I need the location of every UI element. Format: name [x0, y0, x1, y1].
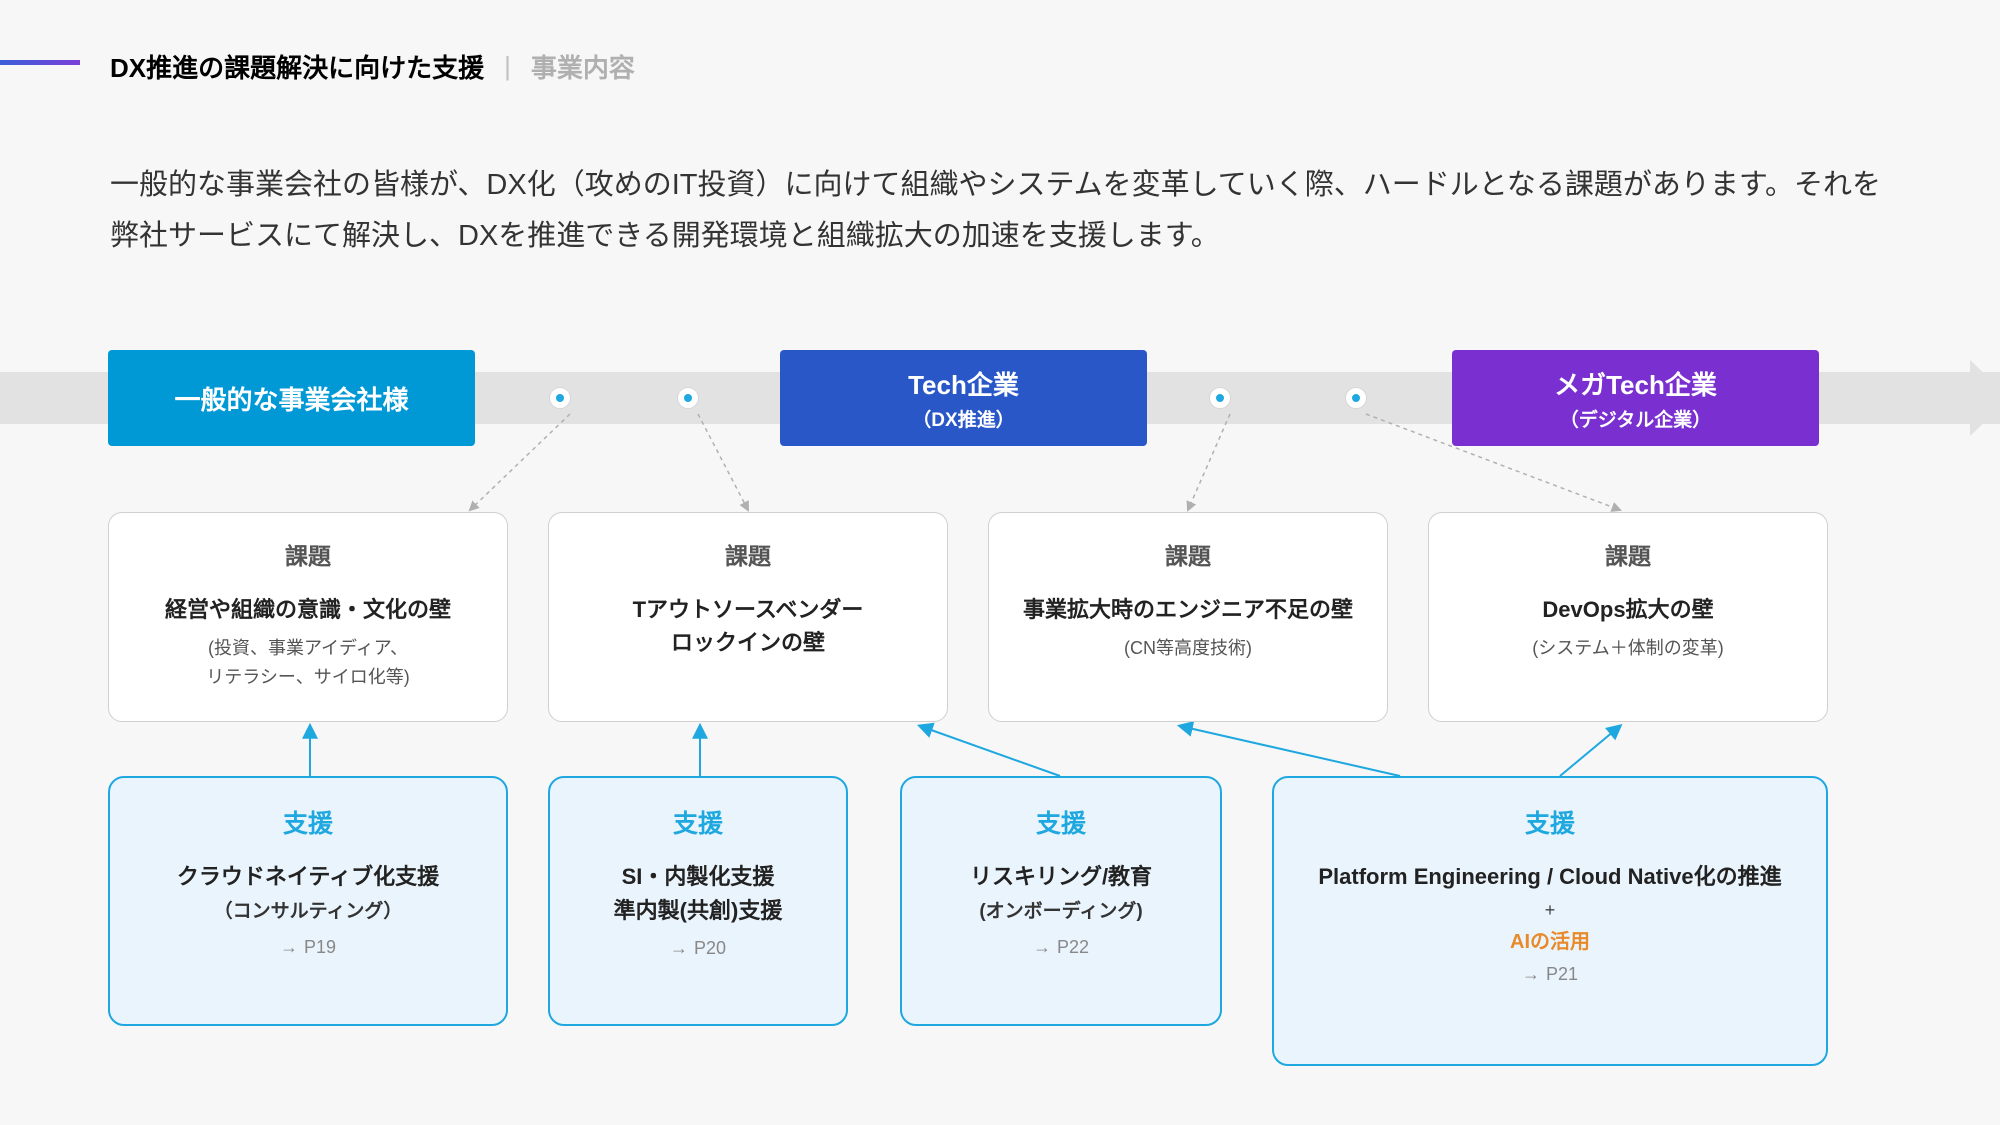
support-box-cloud-native: 支援 クラウドネイティブ化支援 （コンサルティング） →P19: [108, 776, 508, 1026]
issue-main: 事業拡大時のエンジニア不足の壁: [1023, 593, 1353, 626]
timeline-dot: [1210, 388, 1230, 408]
issue-main: DevOps拡大の壁: [1542, 593, 1713, 626]
support-detail: （コンサルティング）: [214, 898, 403, 927]
issue-box-lockin: 課題 Tアウトソースベンダー ロックインの壁: [548, 512, 948, 722]
timeline-dot: [678, 388, 698, 408]
issue-label: 課題: [725, 537, 771, 571]
intro-text: 一般的な事業会社の皆様が、DX化（攻めのIT投資）に向けて組織やシステムを変革し…: [110, 160, 1890, 262]
arrow-right-icon: →: [1522, 964, 1540, 984]
issue-box-culture: 課題 経営や組織の意識・文化の壁 (投資、事業アイディア、 リテラシー、サイロ化…: [108, 512, 508, 722]
issue-box-engineer-shortage: 課題 事業拡大時のエンジニア不足の壁 (CN等高度技術): [988, 512, 1388, 722]
issue-label: 課題: [1165, 537, 1211, 571]
timeline-dot: [550, 388, 570, 408]
stage-title: Tech企業: [908, 365, 1019, 402]
support-highlight: AIの活用: [1510, 925, 1590, 954]
support-pageref: →P19: [280, 937, 336, 958]
issue-main: 経営や組織の意識・文化の壁: [165, 593, 451, 626]
support-plus: +: [1545, 900, 1556, 921]
support-detail: (オンボーディング): [979, 898, 1142, 927]
header-separator: |: [504, 51, 511, 82]
issue-box-devops: 課題 DevOps拡大の壁 (システム＋体制の変革): [1428, 512, 1828, 722]
support-main: クラウドネイティブ化支援: [177, 860, 439, 894]
stage-mega-tech: メガTech企業 （デジタル企業）: [1452, 350, 1819, 446]
header-title: DX推進の課題解決に向けた支援: [110, 48, 484, 85]
timeline-dot: [1346, 388, 1366, 408]
support-main: SI・内製化支援 準内製(共創)支援: [614, 860, 783, 928]
stage-general-company: 一般的な事業会社様: [108, 350, 475, 446]
issue-label: 課題: [285, 537, 331, 571]
support-main: Platform Engineering / Cloud Native化の推進: [1318, 860, 1781, 894]
support-pageref: →P22: [1033, 937, 1089, 958]
support-label: 支援: [1525, 804, 1575, 840]
stage-title: メガTech企業: [1554, 365, 1717, 402]
issue-detail: (CN等高度技術): [1124, 634, 1252, 663]
support-box-si: 支援 SI・内製化支援 準内製(共創)支援 →P20: [548, 776, 848, 1026]
support-label: 支援: [1036, 804, 1086, 840]
support-pageref: →P20: [670, 938, 726, 959]
issue-label: 課題: [1605, 537, 1651, 571]
support-label: 支援: [673, 804, 723, 840]
timeline-arrow-icon: [1970, 360, 2000, 436]
issue-main: Tアウトソースベンダー ロックインの壁: [633, 593, 864, 659]
stage-tech-company: Tech企業 （DX推進）: [780, 350, 1147, 446]
arrow-right-icon: →: [1033, 937, 1051, 957]
header-gradient-line: [0, 60, 80, 65]
support-box-platform-eng: 支援 Platform Engineering / Cloud Native化の…: [1272, 776, 1828, 1066]
stage-title: 一般的な事業会社様: [174, 380, 408, 417]
issue-detail: (システム＋体制の変革): [1532, 634, 1723, 663]
support-pageref: →P21: [1522, 964, 1578, 985]
arrow-right-icon: →: [670, 938, 688, 958]
issue-detail: (投資、事業アイディア、 リテラシー、サイロ化等): [206, 634, 409, 692]
support-main: リスキリング/教育: [970, 860, 1152, 894]
header-subtitle: 事業内容: [531, 48, 635, 85]
stage-subtitle: （デジタル企業）: [1560, 405, 1712, 432]
page-header: DX推進の課題解決に向けた支援 | 事業内容: [110, 48, 635, 85]
arrow-right-icon: →: [280, 937, 298, 957]
support-label: 支援: [283, 804, 333, 840]
stage-subtitle: （DX推進）: [912, 405, 1014, 432]
support-box-reskilling: 支援 リスキリング/教育 (オンボーディング) →P22: [900, 776, 1222, 1026]
